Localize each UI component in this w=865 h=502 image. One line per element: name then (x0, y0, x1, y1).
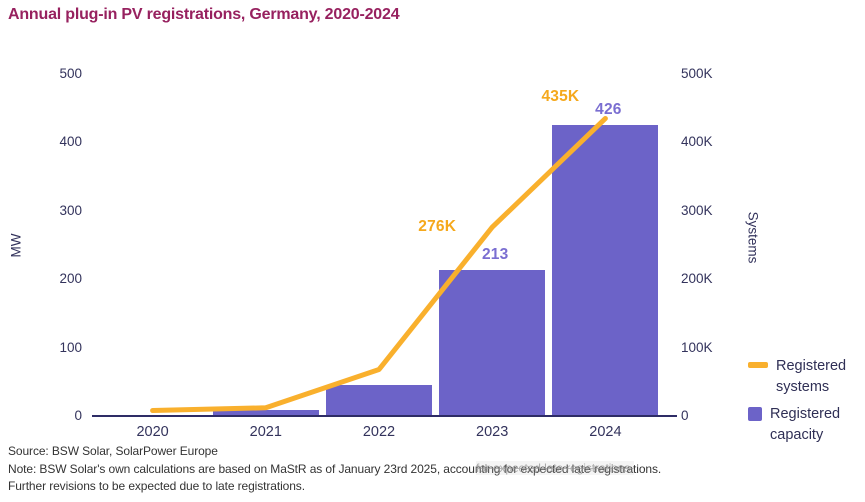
source-text: Source: BSW Solar, SolarPower Europe (8, 444, 218, 458)
x-axis-category-label: 2024 (589, 424, 622, 440)
note-text-line1: Note: BSW Solar's own calculations are b… (8, 462, 662, 476)
x-axis-line (92, 414, 677, 417)
bar-data-label: 426 (595, 100, 622, 118)
legend-item-registered-capacity: Registered capacity (748, 404, 860, 445)
left-axis-tick-label: 0 (74, 408, 82, 423)
footer: Source: BSW Solar, SolarPower Europe Not… (8, 444, 858, 496)
legend-label: Registered capacity (770, 406, 841, 443)
legend: Registered systems Registered capacity (748, 356, 860, 452)
right-axis-tick-label: 200K (681, 271, 713, 287)
left-axis-tick-label: 300 (59, 202, 82, 218)
left-axis-tick-label: 500 (59, 66, 82, 81)
bar-data-label: 213 (481, 246, 509, 264)
x-axis-category-label: 2023 (476, 424, 509, 440)
x-axis-category-label: 2021 (249, 424, 282, 440)
x-axis-category-label: 2020 (136, 424, 169, 440)
right-axis-tick-label: 100K (681, 339, 713, 355)
right-axis-title: Systems (745, 211, 761, 264)
bar-registered-capacity (552, 124, 659, 416)
left-axis-tick-label: 400 (59, 134, 82, 150)
right-axis-tick-label: 500K (681, 66, 713, 81)
legend-square-swatch-icon (748, 407, 762, 422)
chart-title: Annual plug-in PV registrations, Germany… (8, 6, 400, 23)
bar-registered-capacity (439, 270, 546, 416)
x-axis-category-label: 2022 (362, 424, 396, 440)
legend-item-registered-systems: Registered systems (748, 356, 860, 397)
right-axis-tick-label: 300K (681, 202, 713, 218)
left-axis-tick-label: 200 (59, 271, 82, 287)
note-text-line2: Further revisions to be expected due to … (8, 479, 305, 493)
right-axis-tick-label: 400K (681, 134, 713, 150)
legend-label: Registered systems (776, 358, 847, 395)
left-axis-title: MW (8, 233, 24, 258)
note-overlay-artifact: for expected late registrations. (476, 461, 634, 475)
line-data-label: 435K (541, 88, 580, 106)
right-axis-tick-label: 0 (681, 408, 689, 423)
bar-registered-capacity (326, 384, 432, 416)
left-axis-tick-label: 100 (59, 339, 82, 355)
line-data-label: 276K (418, 218, 457, 236)
legend-line-swatch-icon (748, 362, 768, 368)
